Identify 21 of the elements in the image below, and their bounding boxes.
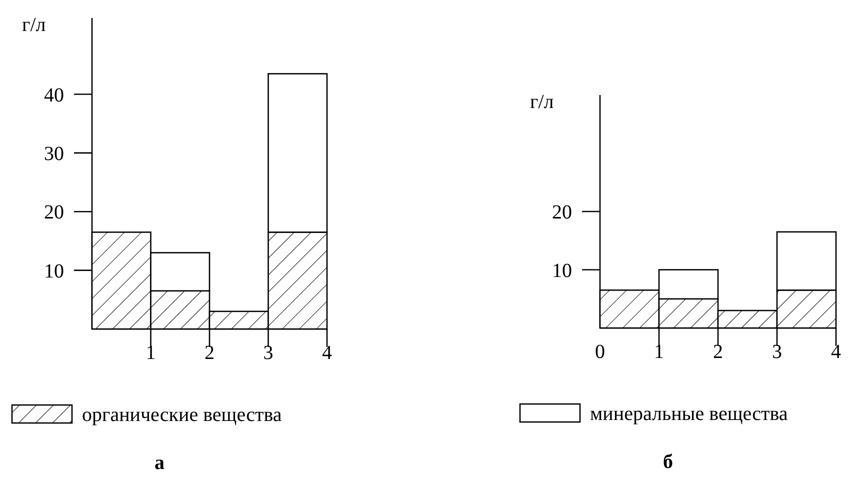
x-tick-label: 2 <box>204 342 214 364</box>
x-tick-label: 0 <box>595 341 605 363</box>
text: а <box>154 452 164 474</box>
text: б <box>663 451 673 473</box>
x-tick-label: 4 <box>322 342 332 364</box>
y-tick-label: 40 <box>44 84 64 106</box>
x-tick-label: 1 <box>146 342 156 364</box>
x-tick-label: 1 <box>654 341 664 363</box>
x-tick-label: 3 <box>772 341 782 363</box>
legend-label: органические вещества <box>82 404 282 426</box>
legend-label: минеральные вещества <box>590 403 788 425</box>
x-tick-label: 3 <box>263 342 274 364</box>
y-axis-title: г/л <box>22 14 46 36</box>
y-tick-label: 30 <box>44 142 64 165</box>
y-tick-label: 10 <box>44 260 64 282</box>
x-tick-label: 4 <box>831 341 841 363</box>
y-axis-title: г/л <box>530 91 554 113</box>
y-tick-label: 10 <box>552 260 572 282</box>
x-tick-label: 2 <box>713 341 723 363</box>
y-tick-label: 20 <box>552 202 572 224</box>
y-tick-label: 20 <box>44 202 64 224</box>
